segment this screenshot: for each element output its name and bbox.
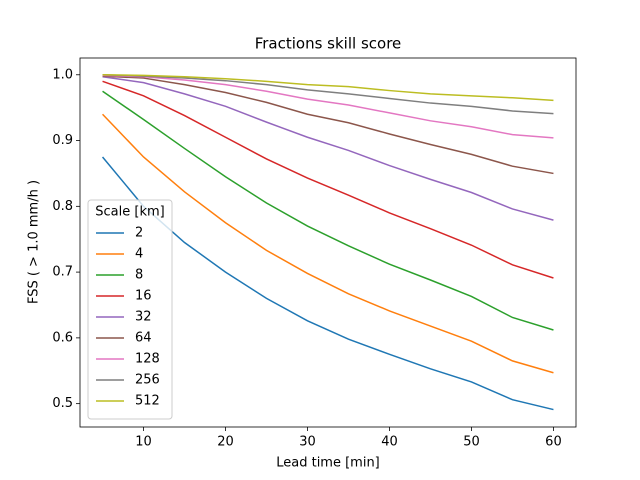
data-line bbox=[102, 90, 554, 331]
data-line bbox=[102, 76, 554, 221]
x-tick-label: 40 bbox=[381, 435, 398, 450]
data-line bbox=[102, 80, 554, 279]
y-tick-label: 0.7 bbox=[52, 265, 73, 280]
data-line bbox=[102, 74, 554, 115]
chart-title: Fractions skill score bbox=[255, 35, 402, 53]
plot-frame bbox=[79, 57, 577, 428]
legend-label: 512 bbox=[135, 394, 160, 409]
y-tick-label: 0.6 bbox=[52, 330, 73, 345]
data-line bbox=[102, 74, 554, 102]
y-tick-label: 0.9 bbox=[52, 133, 73, 148]
x-tick-label: 30 bbox=[299, 435, 316, 450]
y-axis-label: FSS ( > 1.0 mm/h ) bbox=[27, 180, 42, 304]
x-tick-label: 60 bbox=[545, 435, 562, 450]
y-tick-label: 0.8 bbox=[52, 199, 73, 214]
legend-label: 8 bbox=[135, 268, 143, 283]
legend-label: 128 bbox=[135, 352, 160, 367]
x-tick-label: 50 bbox=[463, 435, 480, 450]
legend-label: 32 bbox=[135, 310, 152, 325]
data-line bbox=[102, 113, 554, 374]
data-line bbox=[101, 156, 554, 411]
y-tick-label: 1.0 bbox=[52, 67, 73, 82]
legend-label: 64 bbox=[135, 331, 152, 346]
y-tick-label: 0.5 bbox=[52, 396, 73, 411]
x-axis-label: Lead time [min] bbox=[276, 456, 380, 471]
x-tick-label: 20 bbox=[217, 435, 234, 450]
data-line bbox=[102, 75, 554, 175]
data-line bbox=[102, 74, 554, 139]
legend-title: Scale [km] bbox=[95, 205, 164, 220]
legend-label: 4 bbox=[135, 247, 143, 262]
legend-label: 256 bbox=[135, 373, 160, 388]
legend-label: 16 bbox=[135, 289, 152, 304]
x-tick-label: 10 bbox=[135, 435, 152, 450]
legend-label: 2 bbox=[135, 226, 143, 241]
